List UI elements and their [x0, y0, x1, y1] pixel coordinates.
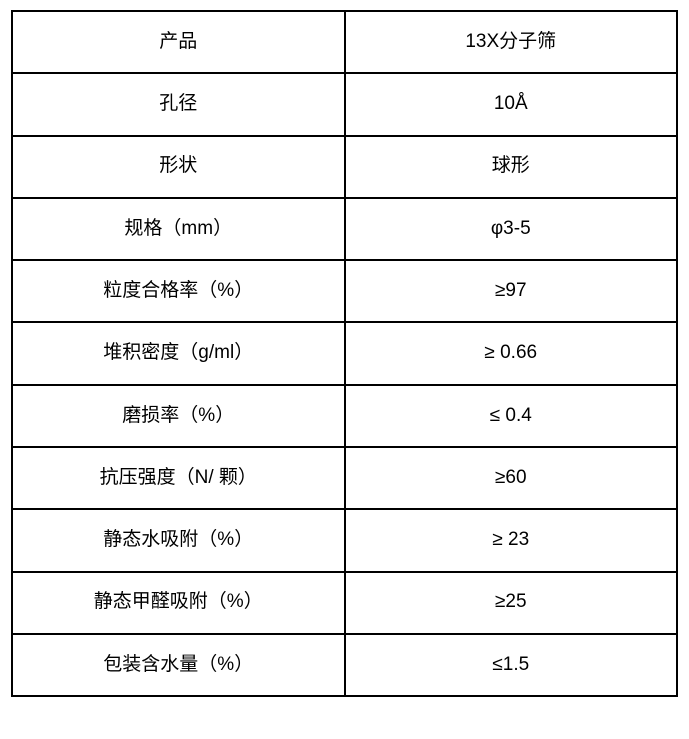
spec-table-body: 产品 13X分子筛 孔径 10Å 形状 球形 规格（mm） φ3-5 粒度合格率…: [11, 9, 678, 698]
table-row-package-moisture: 包装含水量（%） ≤1.5: [11, 632, 678, 698]
spec-label-cell: 规格（mm）: [11, 196, 346, 262]
spec-value-cell: φ3-5: [343, 196, 678, 262]
table-row-bulk-density: 堆积密度（g/ml） ≥ 0.66: [11, 321, 678, 386]
spec-value-cell: ≥25: [343, 570, 678, 635]
spec-label-cell: 抗压强度（N/ 颗）: [11, 446, 346, 511]
spec-value-cell: ≥ 23: [343, 508, 678, 573]
product-spec-table: 产品 13X分子筛 孔径 10Å 形状 球形 规格（mm） φ3-5 粒度合格率…: [11, 9, 678, 698]
spec-value-cell: ≥60: [343, 446, 678, 511]
spec-label-cell: 粒度合格率（%）: [11, 259, 346, 324]
spec-label-cell: 堆积密度（g/ml）: [11, 321, 346, 386]
spec-label-cell: 静态甲醛吸附（%）: [11, 570, 346, 635]
table-row-particle-pass-rate: 粒度合格率（%） ≥97: [11, 259, 678, 324]
table-row-shape: 形状 球形: [11, 134, 678, 199]
spec-value-cell: ≤ 0.4: [343, 383, 678, 449]
spec-label-cell: 孔径: [11, 72, 346, 137]
spec-label-cell: 产品: [11, 9, 346, 75]
spec-label-cell: 包装含水量（%）: [11, 632, 346, 698]
spec-value-cell: 10Å: [343, 72, 678, 137]
table-row-static-formaldehyde-adsorption: 静态甲醛吸附（%） ≥25: [11, 570, 678, 635]
spec-label-cell: 形状: [11, 134, 346, 199]
spec-label-cell: 静态水吸附（%）: [11, 508, 346, 573]
spec-value-cell: ≤1.5: [343, 632, 678, 698]
table-row-static-water-adsorption: 静态水吸附（%） ≥ 23: [11, 508, 678, 573]
spec-value-cell: 13X分子筛: [343, 9, 678, 75]
table-row-pore-size: 孔径 10Å: [11, 72, 678, 137]
table-row-attrition-rate: 磨损率（%） ≤ 0.4: [11, 383, 678, 449]
table-row-crush-strength: 抗压强度（N/ 颗） ≥60: [11, 446, 678, 511]
table-row-size-spec: 规格（mm） φ3-5: [11, 196, 678, 262]
table-row-product: 产品 13X分子筛: [11, 9, 678, 75]
spec-label-cell: 磨损率（%）: [11, 383, 346, 449]
spec-value-cell: ≥97: [343, 259, 678, 324]
spec-value-cell: 球形: [343, 134, 678, 199]
spec-value-cell: ≥ 0.66: [343, 321, 678, 386]
